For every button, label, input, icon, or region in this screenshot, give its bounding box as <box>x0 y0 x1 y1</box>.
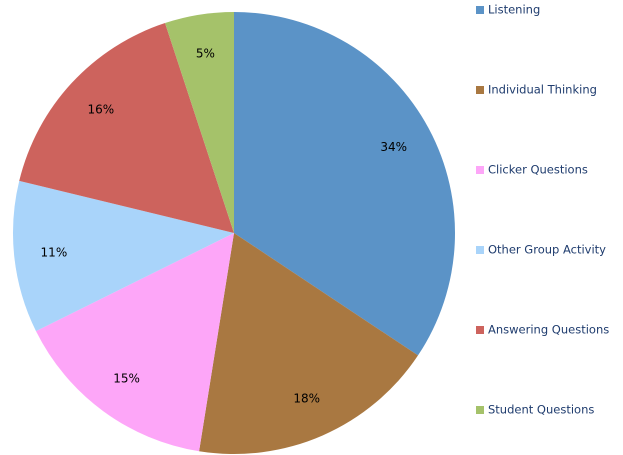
legend-label: Other Group Activity <box>488 243 606 257</box>
data-label: 16% <box>88 103 115 117</box>
pie-slice <box>199 233 418 454</box>
legend-swatch <box>476 406 484 414</box>
data-label: 5% <box>196 47 215 61</box>
legend-swatch <box>476 6 484 14</box>
pie-slice <box>165 12 234 233</box>
legend-label: Clicker Questions <box>488 163 588 177</box>
data-label: 15% <box>113 371 140 385</box>
legend-swatch <box>476 166 484 174</box>
data-label: 34% <box>380 140 407 154</box>
legend-swatch <box>476 326 484 334</box>
pie-slice <box>234 12 455 356</box>
pie-slice <box>35 233 234 452</box>
data-label: 11% <box>41 246 68 260</box>
pie-slice <box>12 180 235 332</box>
legend-label: Answering Questions <box>488 323 609 337</box>
legend-label: Listening <box>488 3 540 17</box>
legend-swatch <box>476 246 484 254</box>
data-label: 18% <box>293 392 320 406</box>
legend-swatch <box>476 86 484 94</box>
legend-label: Student Questions <box>488 403 594 417</box>
pie-slice <box>19 23 234 233</box>
legend-label: Individual Thinking <box>488 83 597 97</box>
